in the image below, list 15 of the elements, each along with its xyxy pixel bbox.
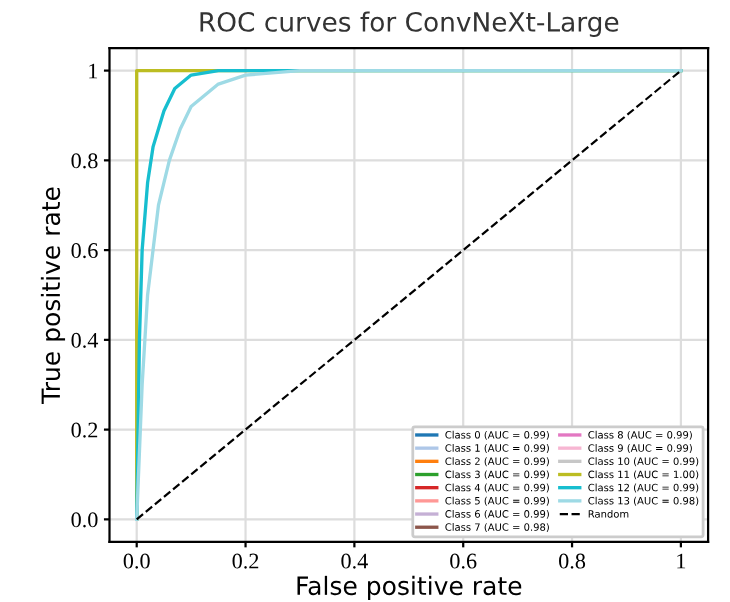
x-tick-label: 0.0 — [123, 553, 150, 569]
y-tick-label: 0.8 — [71, 153, 98, 169]
y-tick-label: 0.6 — [71, 243, 98, 259]
x-tick-label: 0.2 — [232, 553, 259, 569]
x-tick-label: 1 — [677, 553, 686, 569]
y-axis-title: True positive rate — [40, 187, 66, 404]
y-tick-label: 0.0 — [71, 512, 98, 528]
x-axis-title: False positive rate — [297, 575, 522, 601]
x-tick-label: 0.6 — [450, 553, 477, 569]
x-tick-label: 0.4 — [341, 553, 368, 569]
y-tick-label: 0.4 — [71, 332, 99, 348]
y-tick-label: 1 — [89, 63, 98, 79]
x-tick-label: 0.8 — [559, 553, 586, 569]
chart-title: ROC curves for ConvNeXt-Large — [200, 11, 619, 37]
y-tick-label: 0.2 — [71, 422, 98, 438]
